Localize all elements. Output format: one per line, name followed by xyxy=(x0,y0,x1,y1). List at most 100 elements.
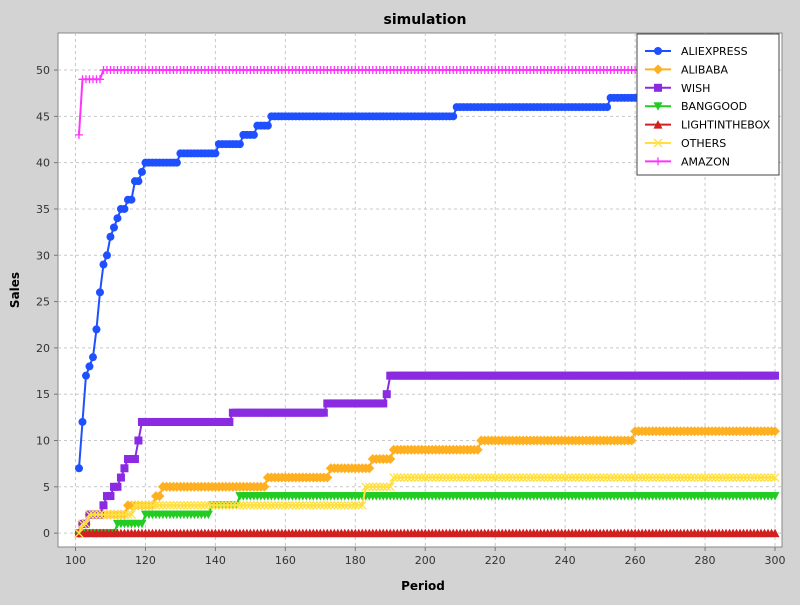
data-point-others xyxy=(707,473,717,483)
data-point-others xyxy=(462,473,472,483)
data-point-others xyxy=(182,500,192,510)
data-point-others xyxy=(224,500,234,510)
data-point-aliexpress xyxy=(95,288,104,297)
data-point-others xyxy=(522,473,532,483)
data-point-aliexpress xyxy=(102,251,111,260)
data-point-others xyxy=(133,500,143,510)
data-point-others xyxy=(658,473,668,483)
legend-label-banggood: BANGGOOD xyxy=(681,100,747,113)
data-point-others xyxy=(403,473,413,483)
y-axis-label: Sales xyxy=(8,272,22,308)
data-point-aliexpress xyxy=(603,103,612,112)
data-point-wish xyxy=(771,371,780,380)
data-point-aliexpress xyxy=(88,353,97,362)
data-point-others xyxy=(742,473,752,483)
y-tick-label: 0 xyxy=(43,527,50,540)
y-tick-label: 45 xyxy=(36,110,50,123)
data-point-wish xyxy=(113,482,122,491)
data-point-others xyxy=(308,500,318,510)
data-point-others xyxy=(294,500,304,510)
data-point-others xyxy=(567,473,577,483)
legend-label-aliexpress: ALIEXPRESS xyxy=(681,45,748,58)
data-point-others xyxy=(511,473,521,483)
data-point-others xyxy=(476,473,486,483)
data-point-others xyxy=(329,500,339,510)
data-point-others xyxy=(85,510,94,520)
legend-label-wish: WISH xyxy=(681,82,710,95)
series-others xyxy=(74,473,780,538)
data-point-alibaba xyxy=(322,472,333,483)
legend-item-wish: WISH xyxy=(645,82,710,95)
data-point-others xyxy=(175,500,185,510)
data-point-others xyxy=(525,473,535,483)
data-point-others xyxy=(144,500,154,510)
x-tick-label: 260 xyxy=(625,554,646,567)
data-point-others xyxy=(186,500,196,510)
data-point-aliexpress xyxy=(109,223,118,232)
legend-item-others: OTHERS xyxy=(645,137,726,150)
data-point-others xyxy=(420,473,430,483)
data-point-others xyxy=(441,473,451,483)
data-point-aliexpress xyxy=(137,167,146,176)
data-point-amazon xyxy=(95,75,104,84)
data-point-alibaba xyxy=(626,435,637,446)
data-point-others xyxy=(368,482,378,492)
data-point-others xyxy=(609,473,619,483)
data-point-others xyxy=(270,500,280,510)
x-axis-label: Period xyxy=(401,579,445,593)
data-point-others xyxy=(739,473,748,483)
data-point-others xyxy=(452,473,462,483)
data-point-others xyxy=(354,500,364,510)
data-point-others xyxy=(217,500,227,510)
data-point-others xyxy=(641,473,651,483)
data-point-others xyxy=(431,473,441,483)
data-point-others xyxy=(480,473,490,483)
x-tick-label: 280 xyxy=(695,554,716,567)
legend-item-lightinthebox: LIGHTINTHEBOX xyxy=(645,119,771,132)
x-tick-label: 180 xyxy=(345,554,366,567)
data-point-others xyxy=(438,473,448,483)
data-point-aliexpress xyxy=(449,112,458,121)
data-point-others xyxy=(340,500,350,510)
data-point-others xyxy=(536,473,546,483)
data-point-others xyxy=(228,500,238,510)
data-point-others xyxy=(767,473,776,483)
x-tick-label: 300 xyxy=(765,554,786,567)
data-point-others xyxy=(238,500,248,510)
data-point-others xyxy=(606,473,616,483)
data-point-others xyxy=(585,473,595,483)
y-tick-label: 10 xyxy=(36,434,50,447)
data-point-others xyxy=(515,473,525,483)
data-point-others xyxy=(406,473,416,483)
data-point-wish xyxy=(106,492,115,501)
data-point-others xyxy=(644,473,654,483)
data-point-others xyxy=(672,473,682,483)
data-point-others xyxy=(193,500,203,510)
data-point-others xyxy=(221,500,231,510)
data-point-aliexpress xyxy=(106,232,115,241)
data-point-others xyxy=(518,473,528,483)
data-point-alibaba xyxy=(364,463,375,474)
data-point-others xyxy=(683,473,693,483)
data-point-banggood xyxy=(770,492,780,501)
chart-title: simulation xyxy=(383,12,466,28)
data-point-others xyxy=(560,473,570,483)
data-point-aliexpress xyxy=(99,260,108,269)
data-point-aliexpress xyxy=(92,325,101,334)
data-point-others xyxy=(564,473,574,483)
data-point-others xyxy=(455,473,465,483)
data-point-others xyxy=(378,482,388,492)
data-point-others xyxy=(123,510,133,520)
series-lightinthebox xyxy=(74,528,780,538)
data-point-others xyxy=(459,473,469,483)
data-point-others xyxy=(732,473,741,483)
data-point-others xyxy=(231,500,241,510)
legend-label-others: OTHERS xyxy=(681,137,726,150)
data-point-others xyxy=(592,473,602,483)
y-tick-label: 30 xyxy=(36,249,50,262)
data-point-banggood xyxy=(137,519,147,529)
data-point-others xyxy=(427,473,437,483)
data-point-others xyxy=(389,473,399,483)
data-point-others xyxy=(116,510,126,520)
